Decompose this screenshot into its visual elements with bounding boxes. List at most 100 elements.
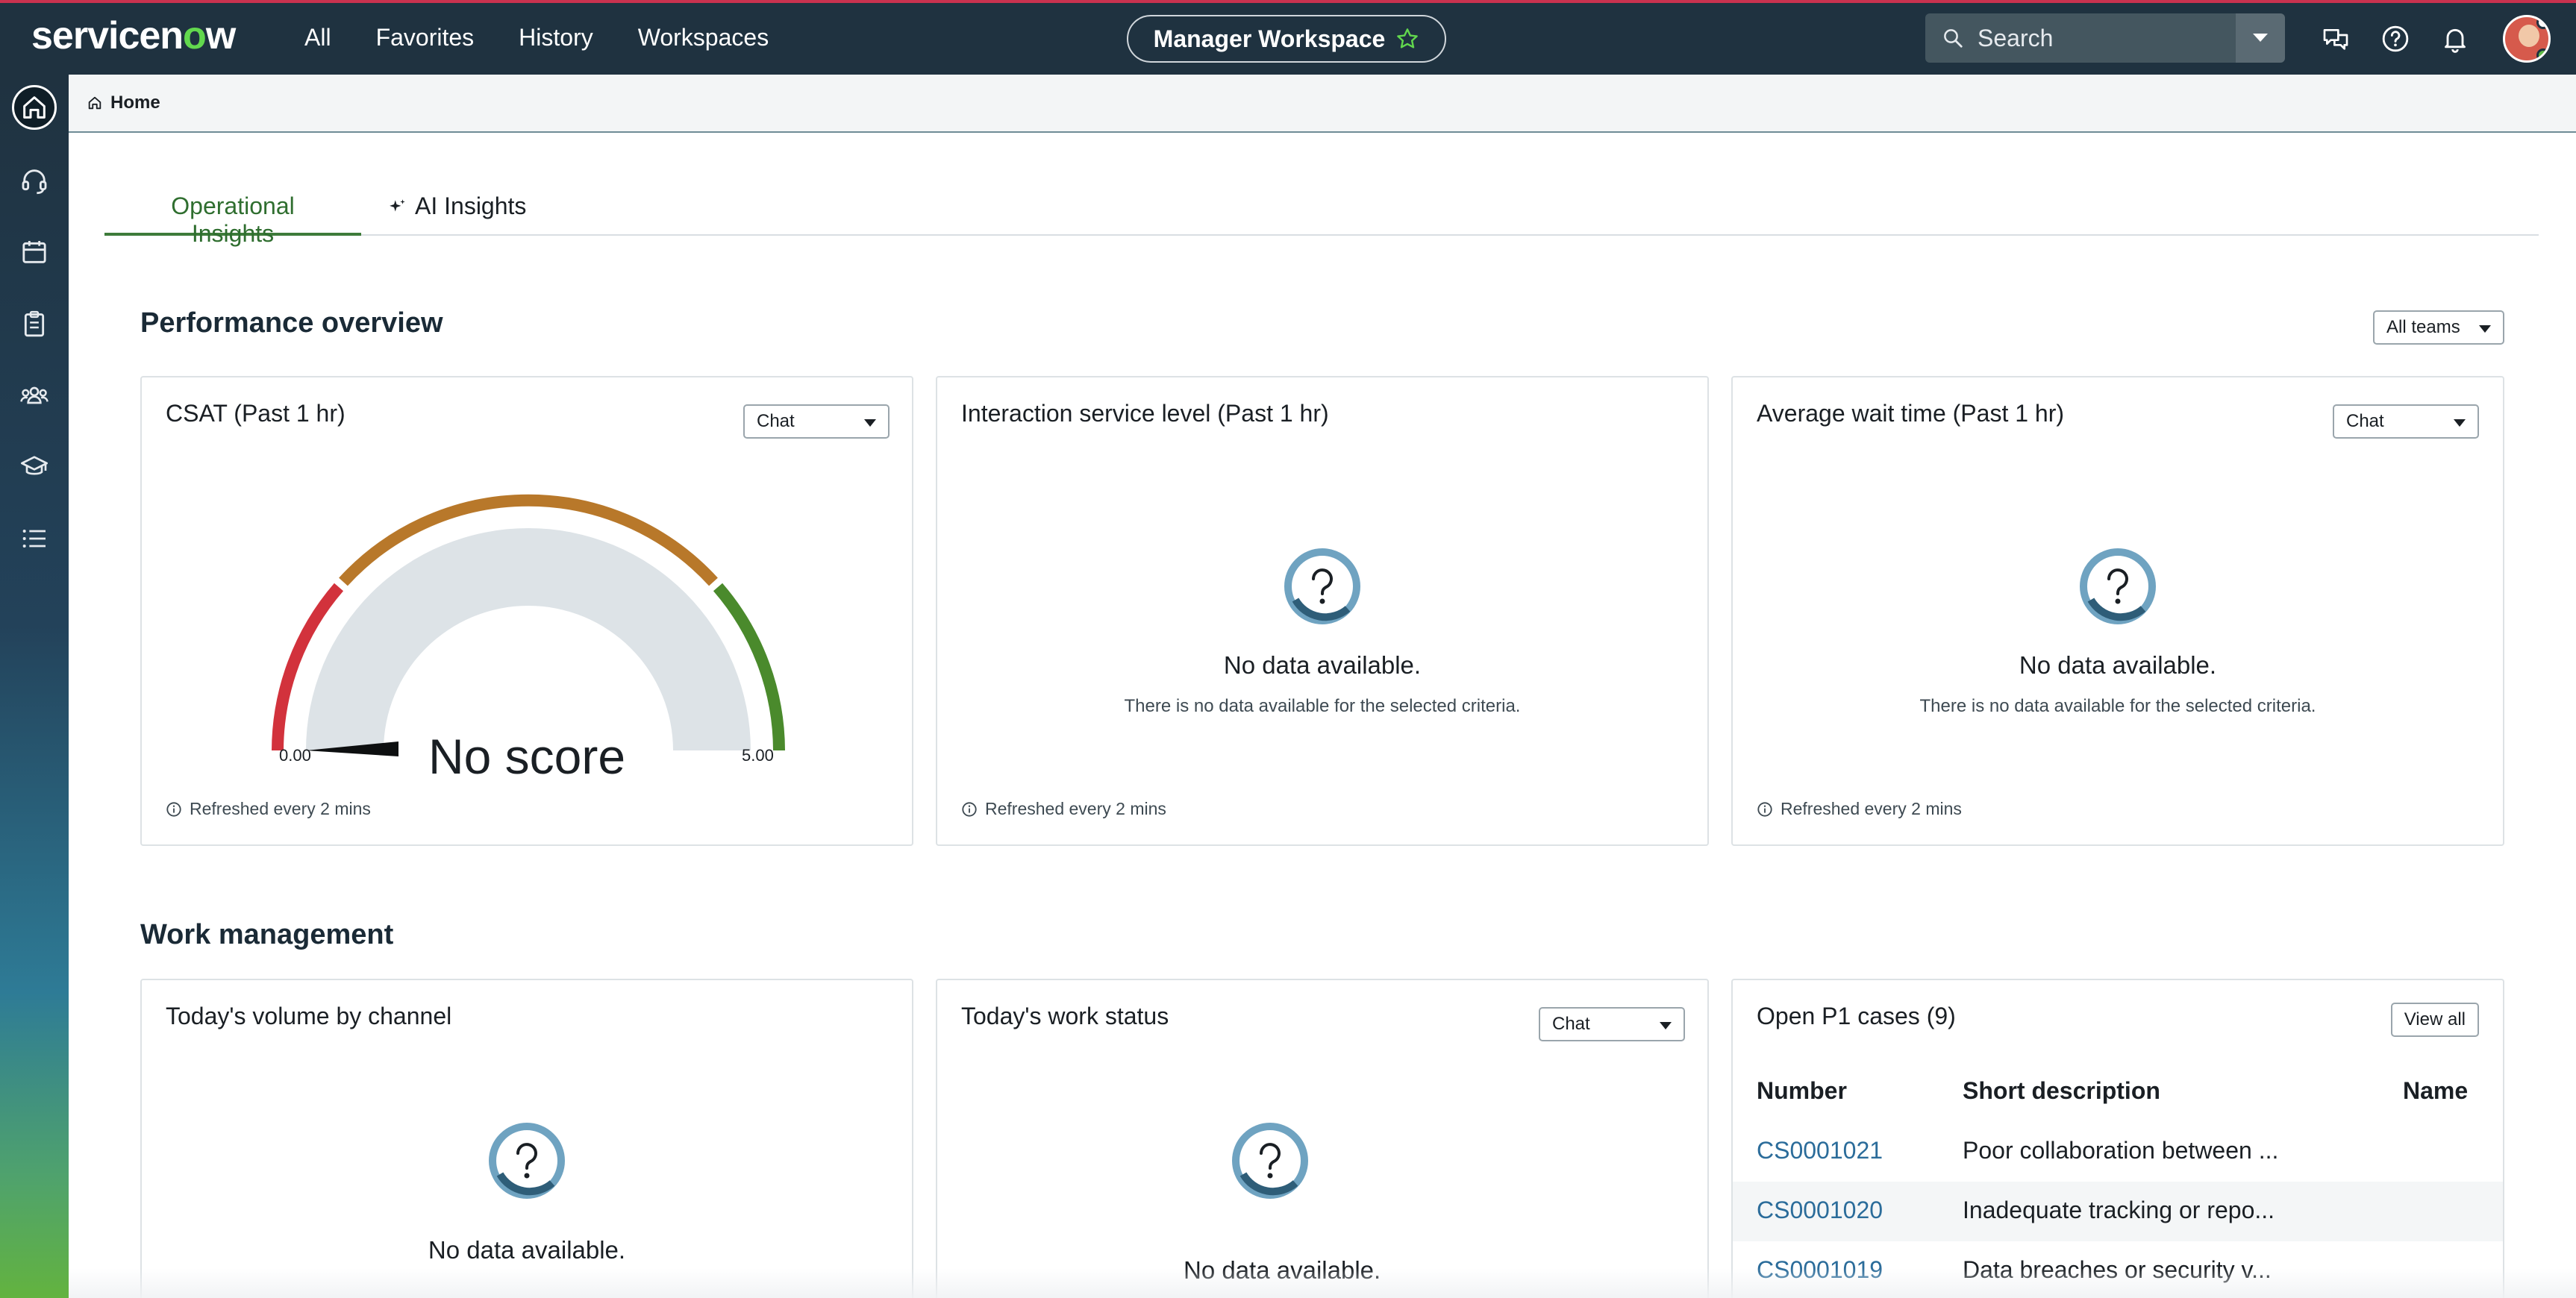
csat-card: CSAT (Past 1 hr) Chat No score 0.00 5.00…	[140, 376, 913, 846]
csat-refresh-note: Refreshed every 2 mins	[166, 799, 371, 819]
col-name[interactable]: Name	[2403, 1077, 2469, 1104]
home-icon	[23, 96, 46, 119]
home-icon	[88, 96, 101, 110]
gauge-needle	[306, 742, 398, 756]
chat-icon[interactable]	[2321, 24, 2351, 54]
service-level-title: Interaction service level (Past 1 hr)	[961, 400, 1329, 427]
work-status-channel-value: Chat	[1552, 1014, 1590, 1034]
breadcrumb-home: Home	[110, 93, 160, 113]
work-management-title: Work management	[140, 919, 394, 950]
workspace-pill[interactable]: Manager Workspace	[1127, 15, 1446, 63]
question-icon	[1284, 548, 1360, 624]
bell-icon[interactable]	[2440, 24, 2470, 54]
question-icon	[489, 1123, 565, 1199]
performance-overview-title: Performance overview	[140, 307, 443, 339]
chevron-down-icon	[2454, 419, 2466, 427]
search-scope-dropdown[interactable]	[2236, 13, 2285, 63]
gauge-max-label: 5.00	[742, 746, 774, 765]
csat-channel-dropdown[interactable]: Chat	[743, 404, 890, 439]
work-status-title: Today's work status	[961, 1003, 1169, 1029]
rail-home[interactable]	[12, 85, 57, 130]
main-nav: All Favorites History Workspaces	[304, 24, 769, 51]
volume-empty-state: No data available.	[142, 1122, 912, 1264]
wait-time-channel-value: Chat	[2346, 411, 2384, 431]
chevron-down-icon	[1660, 1022, 1672, 1029]
service-level-empty-state: No data available. There is no data avai…	[937, 548, 1707, 717]
case-description: Poor collaboration between ...	[1963, 1137, 2279, 1164]
col-short-description[interactable]: Short description	[1963, 1077, 2160, 1104]
case-number-link[interactable]: CS0001020	[1757, 1197, 1883, 1223]
wait-time-channel-dropdown[interactable]: Chat	[2333, 404, 2479, 439]
wait-time-no-data-detail: There is no data available for the selec…	[1919, 696, 2316, 716]
col-number[interactable]: Number	[1757, 1077, 1847, 1104]
csat-channel-value: Chat	[757, 411, 795, 431]
info-icon	[166, 801, 181, 817]
rail-teams[interactable]	[12, 373, 57, 418]
breadcrumb-bar: Home	[69, 75, 2576, 133]
nav-workspaces[interactable]: Workspaces	[637, 24, 769, 51]
view-all-button[interactable]: View all	[2390, 1003, 2479, 1037]
chevron-down-icon	[2479, 325, 2491, 333]
question-icon	[1232, 1123, 1308, 1199]
case-description: Inadequate tracking or repo...	[1963, 1197, 2275, 1223]
teams-filter-value: All teams	[2386, 317, 2460, 337]
rail-agent[interactable]	[12, 158, 57, 203]
rail-list[interactable]	[12, 516, 57, 561]
wait-time-title: Average wait time (Past 1 hr)	[1757, 400, 2065, 427]
chevron-down-icon	[2253, 34, 2268, 42]
table-row[interactable]: CS0001020 Inadequate tracking or repo...	[1733, 1182, 2503, 1241]
star-icon[interactable]	[1395, 27, 1419, 51]
wait-time-no-data: No data available.	[2019, 651, 2217, 679]
gauge-min-label: 0.00	[279, 746, 311, 765]
team-icon	[20, 386, 49, 404]
volume-title: Today's volume by channel	[166, 1003, 452, 1029]
rail-calendar[interactable]	[12, 230, 57, 275]
teams-filter-dropdown[interactable]: All teams	[2373, 310, 2504, 345]
servicenow-logo[interactable]: servicenow	[31, 14, 236, 57]
question-icon	[2080, 548, 2156, 624]
case-number-link[interactable]: CS0001021	[1757, 1137, 1883, 1164]
search-icon	[1944, 29, 1963, 48]
wait-time-refresh-note: Refreshed every 2 mins	[1757, 799, 1962, 819]
graduation-cap-icon	[21, 456, 48, 475]
workspace-label: Manager Workspace	[1153, 25, 1386, 52]
table-row[interactable]: CS0001021 Poor collaboration between ...	[1733, 1122, 2503, 1182]
tab-ai-insights[interactable]: AI Insights	[388, 192, 526, 236]
csat-gauge	[272, 494, 785, 756]
rail-clipboard[interactable]	[12, 301, 57, 346]
service-level-no-data: No data available.	[1223, 651, 1422, 679]
top-header: servicenow All Favorites History Workspa…	[0, 0, 2576, 75]
tab-ai-insights-label: AI Insights	[415, 192, 527, 219]
csat-title: CSAT (Past 1 hr)	[166, 400, 346, 427]
left-rail	[0, 75, 69, 1298]
tab-operational-insights[interactable]: Operational Insights	[104, 192, 361, 247]
service-level-refresh-note: Refreshed every 2 mins	[961, 799, 1166, 819]
work-status-channel-dropdown[interactable]: Chat	[1539, 1007, 1685, 1041]
search-input[interactable]	[1978, 24, 2216, 52]
volume-no-data: No data available.	[428, 1236, 626, 1264]
work-status-card: Today's work status Chat No data availab…	[936, 979, 1709, 1298]
chevron-down-icon	[864, 419, 876, 427]
work-status-empty-state	[937, 1122, 1308, 1203]
user-avatar[interactable]	[2503, 15, 2551, 63]
help-icon[interactable]	[2380, 24, 2410, 54]
breadcrumb[interactable]: Home	[87, 93, 160, 113]
wait-time-empty-state: No data available. There is no data avai…	[1733, 548, 2503, 717]
headset-icon	[22, 169, 47, 195]
p1-cases-title: Open P1 cases (9)	[1757, 1003, 1956, 1029]
clipboard-icon	[24, 310, 45, 337]
service-level-card: Interaction service level (Past 1 hr) No…	[936, 376, 1709, 846]
info-icon	[962, 801, 977, 817]
nav-history[interactable]: History	[519, 24, 593, 51]
calendar-icon	[22, 241, 46, 263]
csat-score: No score	[428, 729, 626, 784]
volume-card: Today's volume by channel No data availa…	[140, 979, 913, 1298]
p1-cases-card: Open P1 cases (9) View all Number Short …	[1731, 979, 2504, 1298]
list-icon	[22, 530, 46, 548]
service-level-no-data-detail: There is no data available for the selec…	[1124, 696, 1521, 716]
nav-favorites[interactable]: Favorites	[375, 24, 475, 51]
nav-all[interactable]: All	[304, 24, 331, 51]
rail-learning[interactable]	[12, 445, 57, 489]
search-box	[1925, 13, 2236, 63]
info-icon	[1757, 801, 1772, 817]
